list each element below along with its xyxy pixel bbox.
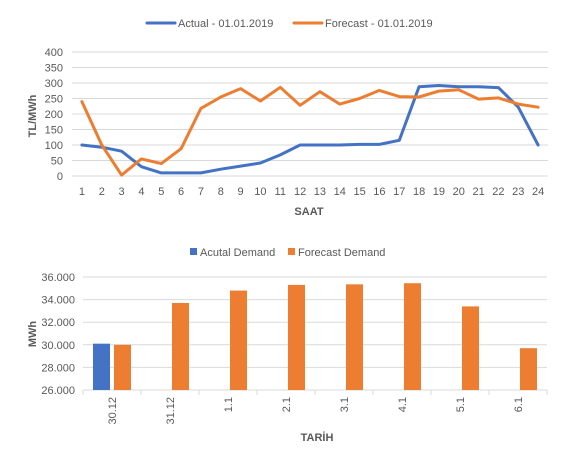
chart1-x-tick-label: 12 <box>294 186 306 198</box>
chart1-x-tick-label: 8 <box>218 186 224 198</box>
chart1-y-tick-label: 400 <box>45 47 63 59</box>
chart1-x-tick-label: 18 <box>413 186 425 198</box>
chart1-y-tick-label: 300 <box>45 78 63 90</box>
chart2-gridlines <box>82 276 548 395</box>
chart2-bar-forecast <box>230 290 247 390</box>
chart2-x-tick-label: 4.1 <box>397 397 409 412</box>
chart2-legend-swatch-forecast <box>288 248 295 255</box>
chart2-legend-label-actual: Acutal Demand <box>200 247 275 259</box>
chart1-y-tick-label: 250 <box>45 94 63 106</box>
chart2-legend: Acutal Demand Forecast Demand <box>190 247 385 259</box>
chart1-series-lines <box>80 84 540 177</box>
chart1-x-tick-label: 19 <box>433 186 445 198</box>
chart2-x-tick-label: 30.12 <box>107 397 119 425</box>
chart2-x-tick-label: 6.1 <box>513 397 525 412</box>
chart1-x-tick-label: 11 <box>275 186 286 198</box>
chart1-x-tick-label: 24 <box>532 186 544 198</box>
chart1-x-axis-title: SAAT <box>294 206 323 218</box>
chart1-x-tick-label: 15 <box>353 186 365 198</box>
chart1-y-tick-label: 150 <box>45 125 63 137</box>
chart1-x-tick-label: 20 <box>453 186 465 198</box>
chart1-x-tick-label: 4 <box>138 186 144 198</box>
chart2-bar-forecast <box>462 306 479 390</box>
chart1-series-line-forecast <box>80 85 540 177</box>
chart2-y-tick-labels: 26.000 28.000 30.000 32.000 34.000 36.000 <box>41 272 75 397</box>
chart1-y-tick-label: 350 <box>45 63 63 75</box>
chart1-x-tick-label: 2 <box>99 186 105 198</box>
chart1-y-tick-label: 50 <box>51 156 63 168</box>
chart1-x-tick-label: 5 <box>158 186 164 198</box>
chart2-bars <box>93 283 537 390</box>
chart1-x-tick-label: 22 <box>492 186 504 198</box>
chart2-y-tick-label: 26.000 <box>41 385 75 397</box>
chart1-y-tick-label: 100 <box>45 140 63 152</box>
chart1-x-tick-label: 23 <box>512 186 524 198</box>
chart1-x-tick-label: 13 <box>314 186 326 198</box>
chart1-x-tick-label: 14 <box>334 186 346 198</box>
chart1-y-tick-label: 0 <box>57 171 63 183</box>
chart1-x-tick-label: 3 <box>119 186 125 198</box>
chart2-y-tick-label: 32.000 <box>41 317 75 329</box>
chart1-x-tick-label: 16 <box>373 186 385 198</box>
chart1-legend-label-actual: Actual - 01.01.2019 <box>178 18 273 30</box>
chart2-y-tick-label: 36.000 <box>41 272 75 284</box>
chart1-legend: Actual - 01.01.2019 Forecast - 01.01.2019 <box>145 18 433 30</box>
chart1-y-axis-title: TL/MWh <box>27 94 39 137</box>
chart2-bar-forecast <box>346 284 363 390</box>
chart2-y-tick-label: 28.000 <box>41 362 75 374</box>
chart2-x-axis-title: TARİH <box>301 431 334 444</box>
chart1-x-tick-label: 10 <box>254 186 266 198</box>
chart1-legend-label-forecast: Forecast - 01.01.2019 <box>325 18 433 30</box>
chart2-bar-forecast <box>114 344 131 390</box>
chart2-x-tick-label: 1.1 <box>223 397 235 412</box>
chart1-x-tick-label: 6 <box>178 186 184 198</box>
chart2-x-tick-label: 5.1 <box>455 397 467 412</box>
chart2-y-tick-label: 34.000 <box>41 295 75 307</box>
chart2-legend-swatch-actual <box>190 248 197 255</box>
chart2-bar-forecast <box>172 302 189 390</box>
chart2-bar-forecast <box>404 283 421 390</box>
chart1-y-tick-label: 200 <box>45 109 63 121</box>
chart1-x-tick-label: 17 <box>393 186 405 198</box>
chart2-x-tick-labels: 30.12 31.12 1.1 2.1 3.1 4.1 5.1 6.1 <box>107 397 525 425</box>
chart2-y-axis-title: MWh <box>27 321 39 348</box>
chart2-legend-label-forecast: Forecast Demand <box>298 247 385 259</box>
chart2-x-tick-label: 2.1 <box>281 397 293 412</box>
chart1-x-tick-label: 7 <box>198 186 204 198</box>
chart1-x-tick-label: 1 <box>79 186 85 198</box>
chart2-bar-forecast <box>520 348 537 390</box>
chart1-x-tick-label: 21 <box>472 186 484 198</box>
chart2-x-tick-label: 3.1 <box>339 397 351 412</box>
chart1-y-tick-labels: 0 50 100 150 200 250 300 350 400 <box>45 47 63 183</box>
chart1-x-tick-labels: 1 2 3 4 5 6 7 8 9 10 11 12 13 14 15 16 17 18 19 20 21 22 23 24 <box>79 186 544 198</box>
chart2-bar-forecast <box>288 284 305 390</box>
chart2-y-tick-label: 30.000 <box>41 340 75 352</box>
chart1-series-line-actual <box>80 84 540 175</box>
chart2-bar-actual <box>93 343 110 390</box>
chart2-x-tick-label: 31.12 <box>165 397 177 425</box>
chart1-gridlines <box>72 51 548 177</box>
chart1-x-tick-label: 9 <box>238 186 244 198</box>
